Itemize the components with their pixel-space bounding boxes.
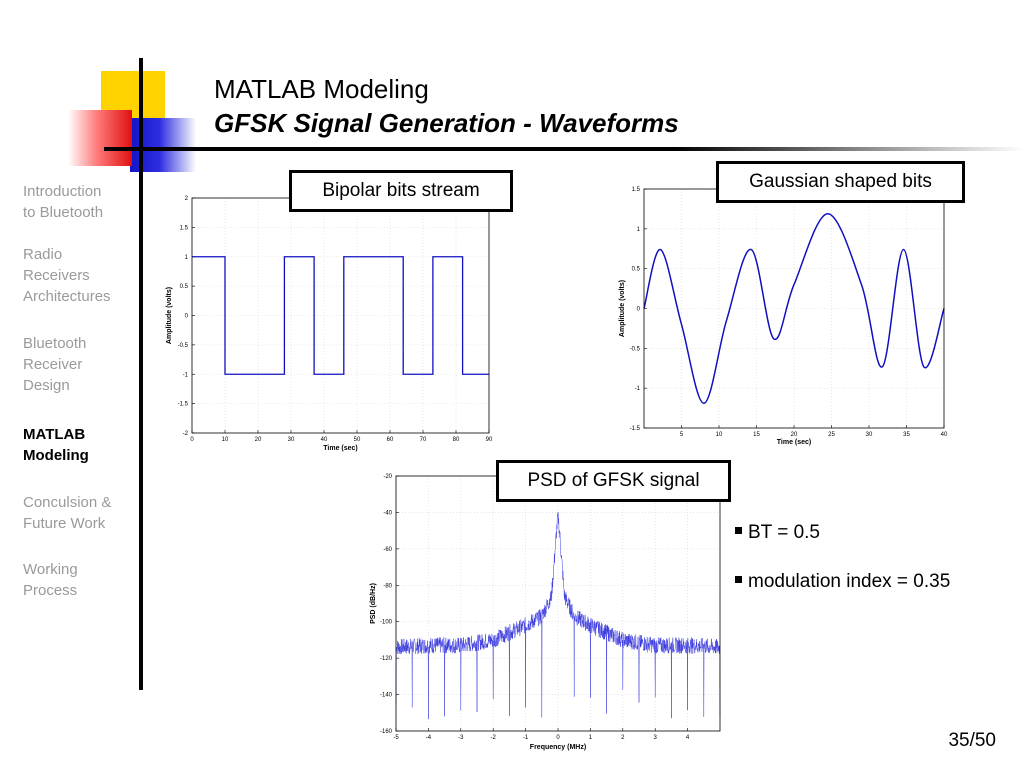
gaussian-y-axis-label: Amplitude (volts) [619,280,626,337]
y-tick-label: -1 [635,386,641,392]
y-tick-label: 0.5 [180,284,189,290]
nav-item-working-process[interactable]: Working Process [23,561,78,599]
x-tick-label: 1 [589,735,593,741]
x-tick-label: 0 [556,735,560,741]
bullet-bt: BT = 0.5 [735,522,820,544]
y-tick-label: -60 [383,547,392,553]
y-tick-label: 0 [637,307,641,313]
y-tick-label: -1 [183,372,189,378]
y-tick-label: -20 [383,474,392,480]
y-tick-label: -120 [380,656,393,662]
x-tick-label: 70 [420,437,427,443]
logo-square-red [68,110,132,166]
x-tick-label: 25 [828,432,835,438]
x-tick-label: 90 [486,437,493,443]
gaussian-chart: 5 10 15 20 25 30 35 40 -1.5 -1 -0.5 0 0.5 1 1.5 Time (… [619,187,948,446]
bipolar-x-axis-label: Time (sec) [323,445,358,452]
psd-chart: -5 -4 -3 -2 -1 0 1 2 3 4 -160 -140 -120 -100 -80 -60 -40… [370,474,721,751]
y-tick-label: -2 [183,431,189,437]
x-tick-label: 60 [387,437,394,443]
x-tick-label: 4 [686,735,690,741]
y-tick-label: -1.5 [178,402,189,408]
divider-horizontal [104,147,1024,151]
bipolar-y-axis-label: Amplitude (volts) [166,287,173,344]
slide-subtitle: GFSK Signal Generation - Waveforms [214,108,679,138]
x-tick-label: 20 [791,432,798,438]
y-tick-label: -1.5 [630,426,641,432]
x-tick-label: 3 [654,735,658,741]
divider-vertical [139,58,143,690]
x-tick-label: 10 [222,437,229,443]
page-number: 35/50 [948,730,996,751]
gaussian-label-box: Gaussian shaped bits [716,161,965,203]
x-tick-label: 15 [753,432,760,438]
bipolar-series-line [192,256,489,375]
x-tick-label: 80 [453,437,460,443]
x-tick-label: 35 [903,432,910,438]
nav-item-conclusion[interactable]: Conculsion & Future Work [23,494,112,532]
x-tick-label: 5 [680,432,684,438]
psd-series-line [395,512,721,720]
x-tick-label: 40 [941,432,948,438]
nav-item-matlab-modeling[interactable]: MATLAB Modeling [23,426,89,464]
y-tick-label: -100 [380,620,393,626]
y-tick-label: -160 [380,729,393,735]
y-tick-label: 1 [185,255,189,261]
bullet-square-icon [735,527,742,534]
x-tick-label: -5 [393,735,399,741]
y-tick-label: 2 [185,196,189,202]
bipolar-label-box: Bipolar bits stream [289,170,513,212]
y-tick-label: 1.5 [632,187,641,193]
y-tick-label: -0.5 [178,343,189,349]
bipolar-chart: 0 10 20 30 40 50 60 70 80 90 -2 -1.5 -1 -0.5 0 0.5 1 1.5 2… [166,196,493,452]
x-tick-label: 40 [321,437,328,443]
psd-x-axis-label: Frequency (MHz) [530,744,586,751]
nav-item-introduction[interactable]: Introduction to Bluetooth [23,183,104,221]
nav-item-receiver-design[interactable]: Bluetooth Receiver Design [23,335,87,394]
x-tick-label: 20 [255,437,262,443]
y-tick-label: 1 [637,227,641,233]
x-tick-label: 10 [716,432,723,438]
gaussian-x-axis-label: Time (sec) [777,439,812,446]
x-tick-label: -3 [458,735,464,741]
x-tick-label: 0 [190,437,194,443]
bullet-modulation-index: modulation index = 0.35 [735,571,950,593]
psd-y-axis-label: PSD (dB/Hz) [370,583,377,624]
psd-label-box: PSD of GFSK signal [496,460,731,502]
y-tick-label: 0.5 [632,267,641,273]
y-tick-label: 1.5 [180,225,189,231]
x-tick-label: 50 [354,437,361,443]
x-tick-label: -4 [426,735,432,741]
y-tick-label: 0 [185,314,189,320]
slide-title: MATLAB Modeling [214,74,429,104]
y-tick-label: -140 [380,693,393,699]
nav-item-radio-receivers[interactable]: Radio Receivers Architectures [23,246,111,305]
gaussian-series-line [643,212,945,405]
bullet-square-icon [735,576,742,583]
x-tick-label: -1 [523,735,529,741]
x-tick-label: -2 [491,735,497,741]
x-tick-label: 2 [621,735,625,741]
y-tick-label: -40 [383,510,392,516]
y-tick-label: -80 [383,583,392,589]
y-tick-label: -0.5 [630,346,641,352]
x-tick-label: 30 [866,432,873,438]
x-tick-label: 30 [288,437,295,443]
